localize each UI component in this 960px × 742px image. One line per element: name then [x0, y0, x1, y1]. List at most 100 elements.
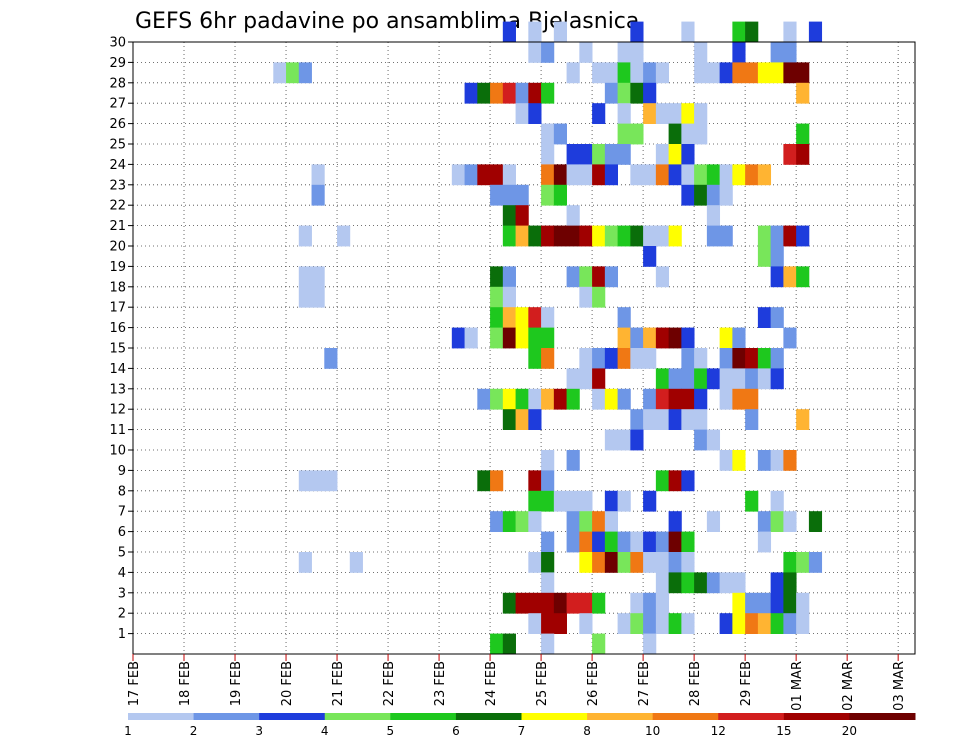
precip-cell — [604, 62, 619, 84]
precip-cell — [681, 572, 695, 594]
legend-swatch — [652, 713, 719, 720]
precip-cell — [694, 123, 708, 145]
precip-cell — [502, 592, 516, 614]
precip-cell — [579, 225, 593, 247]
precip-cell — [783, 266, 797, 288]
precip-cell — [681, 368, 695, 390]
precip-cell — [630, 82, 644, 104]
precip-cell — [643, 164, 657, 186]
precip-cell — [502, 307, 516, 328]
precip-cell — [655, 470, 670, 492]
precip-cell — [528, 511, 542, 532]
precip-cell — [541, 82, 555, 104]
precip-cell — [732, 572, 746, 594]
precip-cell — [579, 613, 593, 634]
precip-cell — [592, 633, 606, 655]
precip-cell — [694, 368, 708, 390]
precip-cell — [783, 225, 797, 247]
precip-cell — [298, 470, 312, 492]
legend-label: 12 — [711, 724, 726, 738]
precip-cell — [541, 225, 555, 247]
precip-cell — [490, 470, 504, 492]
precip-cell — [579, 42, 593, 63]
legend-label: 2 — [190, 724, 198, 738]
legend-label: 8 — [583, 724, 591, 738]
y-tick-label: 11 — [109, 423, 126, 438]
precip-cell — [694, 409, 708, 430]
y-tick-label: 19 — [109, 260, 126, 275]
precip-cell — [541, 144, 555, 165]
precip-cell — [311, 286, 325, 308]
precip-cell — [757, 531, 772, 553]
precip-cell — [668, 368, 682, 390]
precip-cell — [592, 62, 606, 84]
precip-cell — [553, 164, 567, 186]
precip-cell — [681, 348, 695, 369]
precip-cell — [502, 266, 516, 288]
precip-cell — [515, 82, 529, 104]
precip-cell — [719, 613, 733, 634]
precip-cell — [655, 266, 670, 288]
precip-cell — [477, 164, 491, 186]
precip-cell — [515, 225, 529, 247]
precip-cell — [719, 388, 733, 410]
precip-cell — [770, 42, 784, 63]
precip-cell — [490, 266, 504, 288]
precip-cell — [732, 21, 746, 43]
precip-cell — [617, 552, 631, 573]
precip-cell — [324, 470, 338, 492]
precip-cell — [490, 633, 504, 655]
precip-cell — [655, 368, 670, 390]
precip-cell — [541, 552, 555, 573]
precip-cell — [528, 490, 542, 512]
precip-cell — [502, 184, 516, 206]
precip-cell — [770, 246, 784, 267]
precip-cell — [757, 450, 772, 471]
precip-cell — [681, 327, 695, 349]
precip-cell — [630, 62, 644, 84]
x-tick-label: 03 MAR — [892, 661, 907, 711]
precip-cell — [783, 144, 797, 165]
precip-cell — [349, 552, 363, 573]
precip-cell — [502, 82, 516, 104]
legend-swatch — [324, 713, 391, 720]
y-tick-label: 21 — [109, 219, 126, 234]
precip-cell — [655, 531, 670, 553]
precip-cell — [502, 225, 516, 247]
y-tick-label: 6 — [118, 525, 126, 540]
precip-cell — [681, 552, 695, 573]
precip-cell — [770, 572, 784, 594]
precip-cell — [783, 327, 797, 349]
precip-cell — [451, 164, 465, 186]
precip-cell — [796, 144, 810, 165]
precip-cell — [796, 266, 810, 288]
precip-cell — [694, 348, 708, 369]
precip-cell — [604, 266, 619, 288]
precip-cell — [643, 613, 657, 634]
precip-cell — [553, 123, 567, 145]
precip-cell — [719, 164, 733, 186]
precip-cell — [732, 368, 746, 390]
precip-cell — [541, 42, 555, 63]
x-tick-label: 23 FEB — [433, 661, 448, 706]
precip-cell — [604, 552, 619, 573]
y-tick-label: 18 — [109, 280, 126, 295]
precip-cell — [592, 592, 606, 614]
precip-cell — [579, 164, 593, 186]
precip-cell — [541, 592, 555, 614]
precip-cell — [592, 286, 606, 308]
precip-cell — [757, 592, 772, 614]
legend-swatch — [128, 713, 195, 720]
precip-cell — [566, 490, 580, 512]
precip-cell — [719, 450, 733, 471]
precip-cell — [592, 531, 606, 553]
precip-cell — [566, 164, 580, 186]
precip-cell — [681, 409, 695, 430]
y-tick-label: 5 — [118, 546, 126, 561]
precip-cell — [541, 490, 555, 512]
precip-cell — [732, 42, 746, 63]
y-tick-label: 9 — [118, 464, 126, 479]
y-tick-label: 23 — [109, 178, 126, 193]
precip-cell — [566, 368, 580, 390]
precip-cell — [668, 327, 682, 349]
